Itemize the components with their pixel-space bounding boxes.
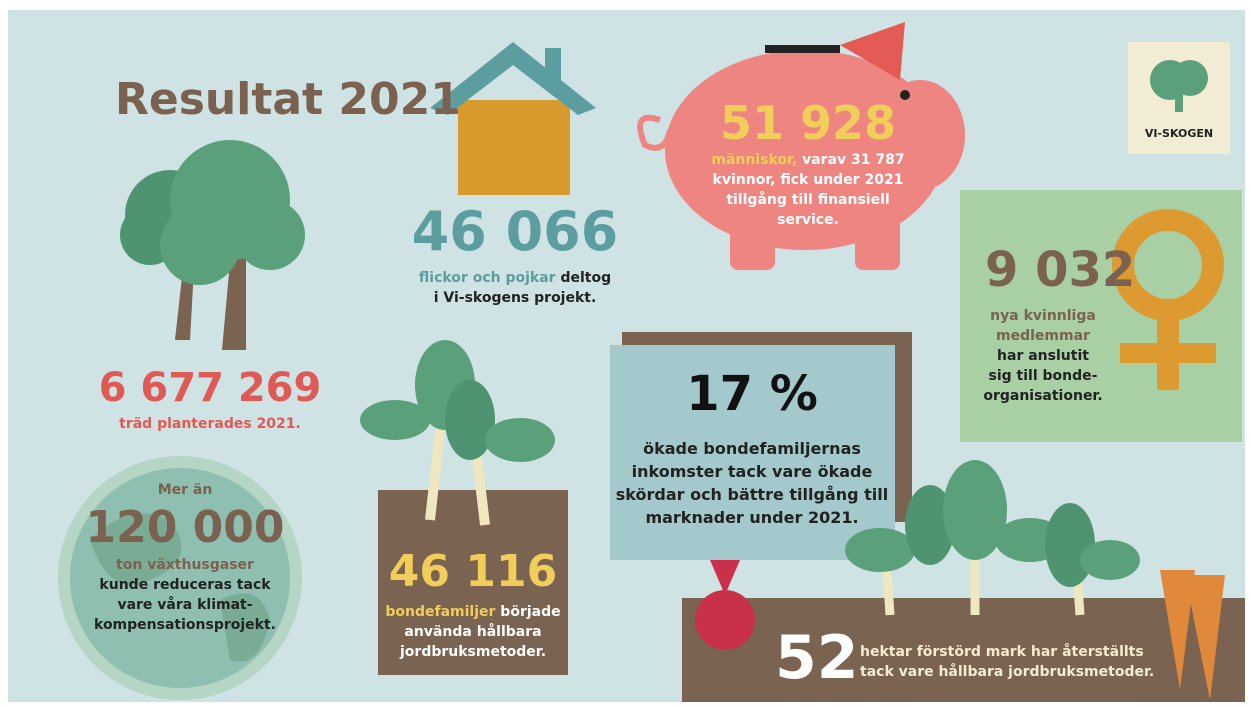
stat-number: 120 000 <box>85 506 284 550</box>
infographic: Resultat 2021 VI-SKOGEN 6 677 269 träd p… <box>0 0 1251 708</box>
caption-line: kompensationsprojekt. <box>94 617 276 633</box>
caption-line: deltog <box>560 270 611 286</box>
caption-line: service. <box>777 212 839 228</box>
stat-prefix: Mer än <box>158 480 213 500</box>
caption-line: började <box>500 604 560 620</box>
stat-caption: ökade bondefamiljernas inkomster tack var… <box>616 437 889 529</box>
stat-caption: nya kvinnliga medlemmar har anslutit sig ti… <box>983 306 1102 406</box>
title: Resultat 2021 <box>115 78 461 122</box>
caption-line: kunde reduceras tack <box>99 577 270 593</box>
stat-number: 9 032 <box>985 246 1135 294</box>
highlight: bondefamiljer <box>385 604 495 620</box>
logo-text: VI-SKOGEN <box>1145 128 1213 139</box>
caption-line: tillgång till finansiell <box>726 192 889 208</box>
caption-line: varav 31 787 <box>802 152 905 168</box>
stat-caption: bondefamiljer började använda hållbara jor… <box>385 602 560 662</box>
caption-line: jordbruksmetoder. <box>400 644 546 660</box>
highlight: flickor och pojkar <box>419 270 556 286</box>
caption-line: vare våra klimat- <box>117 597 252 613</box>
stat-caption: flickor och pojkar deltog i Vi-skogens pr… <box>419 268 611 308</box>
stat-number: 46 116 <box>389 550 557 594</box>
stat-caption: träd planterades 2021. <box>119 414 301 434</box>
highlight: nya kvinnliga <box>990 308 1096 324</box>
stat-number: 51 928 <box>720 100 896 146</box>
stat-number: 17 % <box>686 370 818 418</box>
caption-line: ökade bondefamiljernas <box>643 439 861 458</box>
caption-line: kvinnor, fick under 2021 <box>713 172 904 188</box>
caption-line: marknader under 2021. <box>645 508 858 527</box>
caption-line: organisationer. <box>983 388 1102 404</box>
caption-line: i Vi-skogens projekt. <box>434 290 597 306</box>
stat-caption: människor, varav 31 787 kvinnor, fick und… <box>711 150 904 230</box>
caption-line: tack vare hållbara jordbruksmetoder. <box>860 664 1154 680</box>
caption-line: använda hållbara <box>404 624 541 640</box>
stat-number: 6 677 269 <box>99 368 322 408</box>
caption-line: skördar och bättre tillgång till <box>616 485 889 504</box>
caption-line: har anslutit <box>997 348 1089 364</box>
highlight: medlemmar <box>996 328 1090 344</box>
caption-line: hektar förstörd mark har återställts <box>860 644 1144 660</box>
caption-line: sig till bonde- <box>989 368 1098 384</box>
stat-caption: hektar förstörd mark har återställts tack… <box>860 642 1154 682</box>
highlight: ton växthusgaser <box>116 557 254 573</box>
stat-caption: ton växthusgaser kunde reduceras tack vare… <box>94 555 276 635</box>
stat-number: 52 <box>775 628 859 688</box>
stat-number: 46 066 <box>412 205 619 259</box>
highlight: människor, <box>711 152 797 168</box>
caption-line: inkomster tack vare ökade <box>632 462 873 481</box>
